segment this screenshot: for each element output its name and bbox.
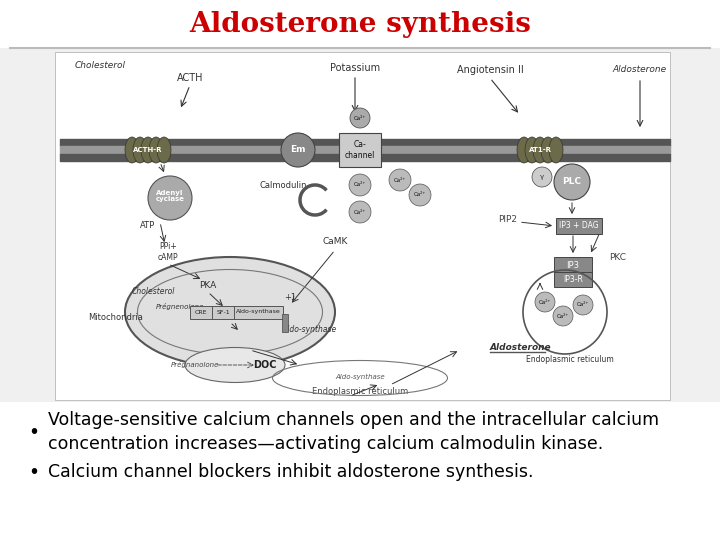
Text: Ca²⁺: Ca²⁺ <box>577 302 589 307</box>
Text: Ca²⁺: Ca²⁺ <box>539 300 551 305</box>
Text: IP3 + DAG: IP3 + DAG <box>559 221 599 231</box>
FancyBboxPatch shape <box>233 306 282 319</box>
Ellipse shape <box>133 137 147 163</box>
Text: •: • <box>28 422 39 442</box>
Text: γ: γ <box>540 174 544 180</box>
Text: Ca²⁺: Ca²⁺ <box>354 116 366 120</box>
FancyBboxPatch shape <box>339 133 381 167</box>
Text: DOC: DOC <box>253 360 276 370</box>
Text: ATP: ATP <box>140 221 156 231</box>
Circle shape <box>148 176 192 220</box>
Ellipse shape <box>541 137 555 163</box>
FancyBboxPatch shape <box>282 314 288 332</box>
Ellipse shape <box>125 257 335 367</box>
Circle shape <box>349 201 371 223</box>
Text: IP3: IP3 <box>567 260 580 269</box>
Circle shape <box>573 295 593 315</box>
Text: ACTH-R: ACTH-R <box>133 147 163 153</box>
Text: AT1-R: AT1-R <box>528 147 552 153</box>
Text: Endoplasmic reticulum: Endoplasmic reticulum <box>526 355 614 364</box>
Ellipse shape <box>533 137 547 163</box>
Text: Mitochondria: Mitochondria <box>89 314 143 322</box>
Ellipse shape <box>125 137 139 163</box>
Text: Ca²⁺: Ca²⁺ <box>394 178 406 183</box>
Text: CaMK: CaMK <box>323 238 348 246</box>
Text: ACTH: ACTH <box>176 73 203 83</box>
Text: Voltage-sensitive calcium channels open and the intracellular calcium
concentrat: Voltage-sensitive calcium channels open … <box>48 411 659 453</box>
Text: PLC: PLC <box>562 178 582 186</box>
Text: Calmodulin: Calmodulin <box>259 180 307 190</box>
Text: Ca²⁺: Ca²⁺ <box>354 183 366 187</box>
Ellipse shape <box>525 137 539 163</box>
Text: Cholesterol: Cholesterol <box>74 62 125 71</box>
Text: Endoplasmic reticulum: Endoplasmic reticulum <box>312 388 408 396</box>
Ellipse shape <box>157 137 171 163</box>
Text: CRE: CRE <box>194 309 207 314</box>
Ellipse shape <box>517 137 531 163</box>
FancyBboxPatch shape <box>0 48 720 540</box>
Text: Angiotensin II: Angiotensin II <box>456 65 523 75</box>
Text: Em: Em <box>290 145 306 154</box>
Circle shape <box>349 174 371 196</box>
Text: Adenyl
cyclase: Adenyl cyclase <box>156 190 184 202</box>
FancyBboxPatch shape <box>556 218 602 234</box>
Text: PIP2: PIP2 <box>498 215 518 225</box>
Ellipse shape <box>185 348 285 382</box>
FancyBboxPatch shape <box>189 306 212 319</box>
Text: Aldo-synthase: Aldo-synthase <box>283 326 337 334</box>
Circle shape <box>553 306 573 326</box>
Ellipse shape <box>149 137 163 163</box>
Text: Aldosterone: Aldosterone <box>613 65 667 75</box>
Text: SF-1: SF-1 <box>216 309 230 314</box>
Ellipse shape <box>549 137 563 163</box>
Text: Aldosterone synthesis: Aldosterone synthesis <box>189 10 531 37</box>
FancyBboxPatch shape <box>554 257 592 273</box>
Text: Ca²⁺: Ca²⁺ <box>414 192 426 198</box>
Text: •: • <box>28 462 39 482</box>
Circle shape <box>554 164 590 200</box>
Text: Prégnanolone: Prégnanolone <box>171 361 219 368</box>
Text: Aldo-synthase: Aldo-synthase <box>336 374 384 380</box>
Circle shape <box>532 167 552 187</box>
Text: Prégnenolone: Prégnenolone <box>156 303 204 310</box>
Text: +1: +1 <box>284 294 296 302</box>
Circle shape <box>409 184 431 206</box>
Circle shape <box>350 108 370 128</box>
Text: Aldosterone: Aldosterone <box>490 343 552 353</box>
Circle shape <box>281 133 315 167</box>
Ellipse shape <box>141 137 155 163</box>
Text: Ca-
channel: Ca- channel <box>345 140 375 160</box>
Text: Potassium: Potassium <box>330 63 380 73</box>
FancyBboxPatch shape <box>554 272 592 287</box>
FancyBboxPatch shape <box>0 402 720 540</box>
FancyBboxPatch shape <box>212 306 235 319</box>
Text: CREB: CREB <box>218 310 242 320</box>
Text: Ca²⁺: Ca²⁺ <box>354 210 366 214</box>
Text: PPi+
cAMP: PPi+ cAMP <box>158 242 179 262</box>
Text: PKA: PKA <box>199 280 217 289</box>
Text: Cholesterol: Cholesterol <box>131 287 175 296</box>
Text: Ca²⁺: Ca²⁺ <box>557 314 569 319</box>
Circle shape <box>535 292 555 312</box>
Circle shape <box>389 169 411 191</box>
Text: Aldo-synthase: Aldo-synthase <box>235 309 280 314</box>
FancyBboxPatch shape <box>55 52 670 400</box>
Text: IP3-R: IP3-R <box>563 274 583 284</box>
Text: Calcium channel blockers inhibit aldosterone synthesis.: Calcium channel blockers inhibit aldoste… <box>48 463 534 481</box>
Text: PKC: PKC <box>610 253 626 261</box>
